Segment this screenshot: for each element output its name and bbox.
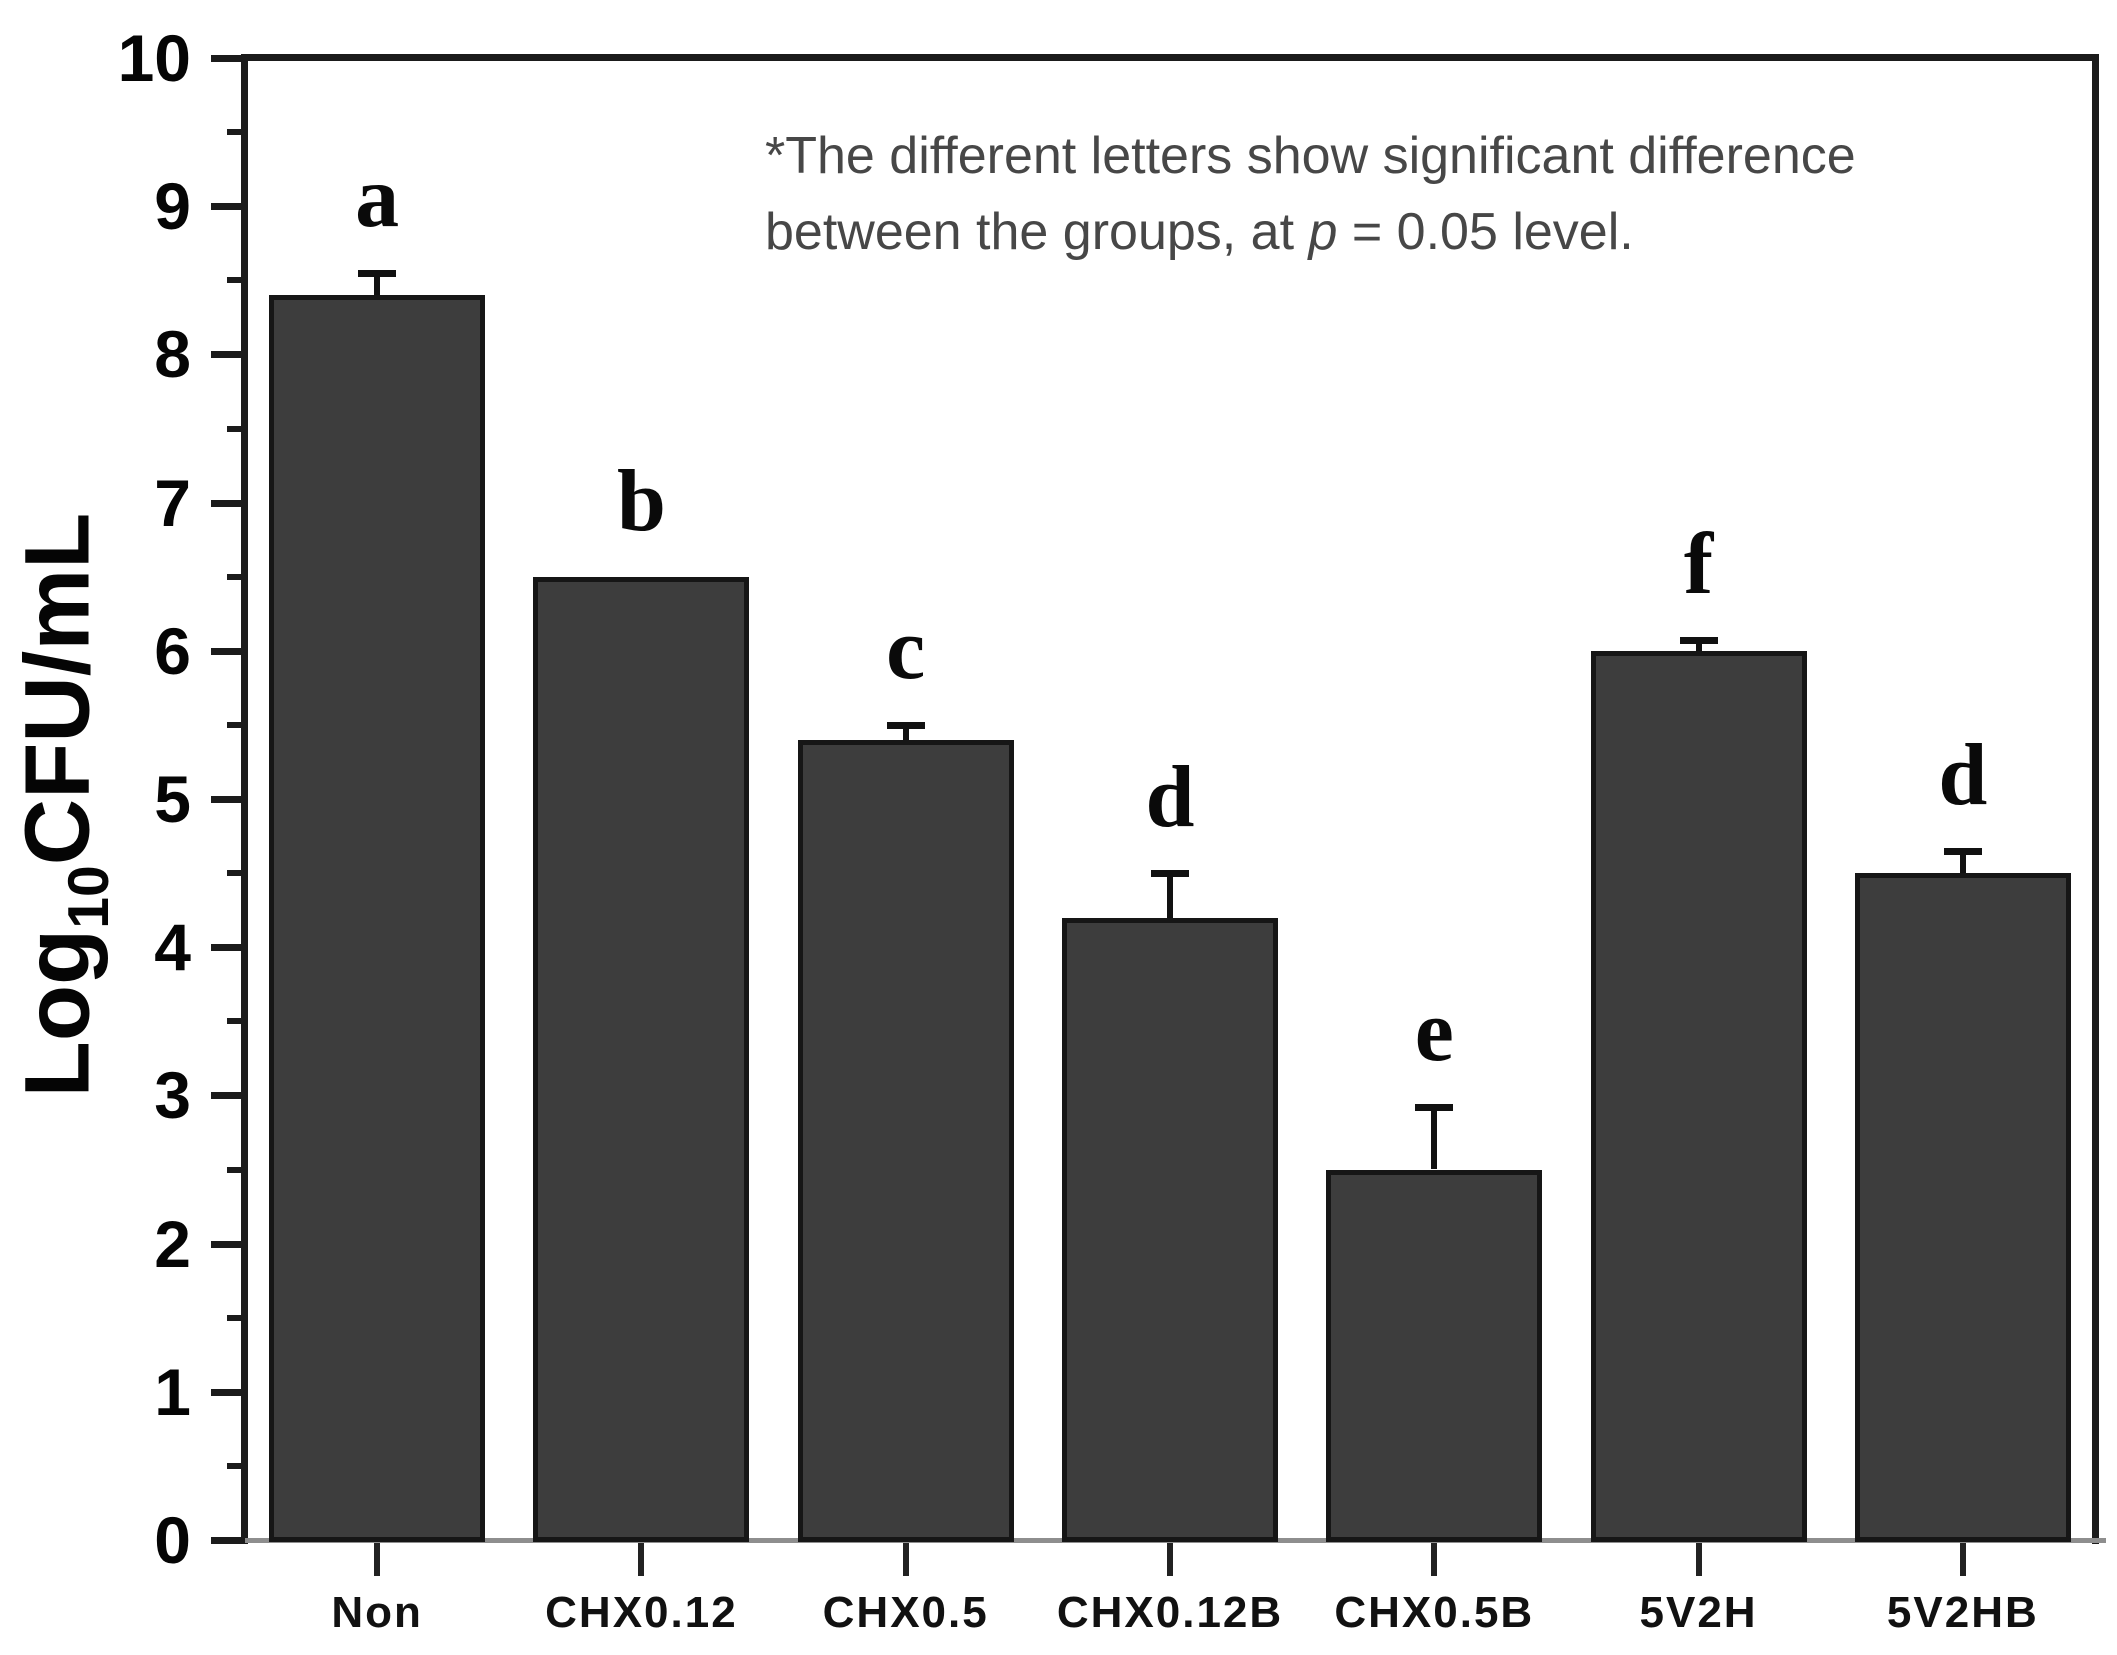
x-tick-label: CHX0.12B [1056, 1588, 1284, 1637]
bar [269, 295, 486, 1542]
error-bar-cap [1943, 847, 1982, 855]
y-major-tick [211, 499, 245, 507]
significance-note-line2-pre: between the groups, at [765, 203, 1309, 261]
y-major-tick [211, 1537, 245, 1544]
y-tick-label: 6 [154, 613, 191, 688]
y-minor-tick [227, 129, 245, 136]
significance-letter: d [1145, 749, 1195, 847]
x-tick [1431, 1543, 1438, 1576]
significance-note-line2: between the groups, at p = 0.05 level. [765, 194, 2105, 270]
y-major-tick [211, 1092, 245, 1100]
y-minor-tick [227, 721, 245, 728]
x-tick [374, 1543, 381, 1576]
y-minor-tick [227, 425, 245, 432]
x-tick [902, 1543, 909, 1576]
x-tick-label: 5V2H [1639, 1588, 1758, 1637]
y-axis-title: Log10CFU/mL [6, 512, 121, 1098]
significance-letter: d [1938, 726, 1988, 824]
bar [1854, 873, 2071, 1542]
significance-letter: b [616, 452, 666, 550]
error-bar-stem [902, 724, 909, 740]
significance-note-line1: *The different letters show significant … [765, 127, 1856, 185]
y-tick-label: 1 [154, 1354, 191, 1429]
bar [1326, 1169, 1543, 1542]
significance-letter: f [1683, 516, 1714, 614]
error-bar-stem [374, 272, 381, 296]
significance-note: *The different letters show significant … [765, 118, 2105, 270]
x-tick [1167, 1543, 1173, 1576]
y-tick-label: 7 [154, 465, 191, 540]
x-tick-label: Non [331, 1588, 423, 1637]
significance-letter: c [886, 600, 926, 698]
y-tick-label: 5 [154, 762, 191, 836]
y-major-tick [211, 647, 245, 655]
x-tick [1959, 1543, 1966, 1576]
y-minor-tick [227, 1166, 245, 1173]
y-minor-tick [227, 870, 245, 877]
y-axis-title-suffix: CFU/mL [6, 512, 109, 866]
y-tick-label: 8 [154, 317, 191, 392]
y-minor-tick [227, 1018, 245, 1025]
bar [1062, 917, 1278, 1542]
x-tick-label: CHX0.12 [545, 1588, 738, 1637]
y-tick-label: 3 [154, 1058, 191, 1133]
bar [533, 576, 750, 1542]
x-tick-label: CHX0.5 [822, 1588, 989, 1637]
error-bar-cap [886, 721, 925, 729]
error-bar-cap [1415, 1104, 1454, 1112]
error-bar-stem [1959, 850, 1966, 874]
y-major-tick [211, 944, 245, 952]
x-tick [1695, 1543, 1702, 1576]
y-major-tick [211, 351, 245, 359]
plot-right-border [2092, 54, 2099, 1544]
y-axis-title-subscript: 10 [56, 865, 121, 929]
y-major-tick [211, 1240, 245, 1248]
x-tick-label: CHX0.5B [1334, 1588, 1535, 1637]
y-major-tick [211, 55, 245, 62]
y-tick-label: 2 [154, 1206, 191, 1281]
significance-note-line2-post: = 0.05 level. [1337, 203, 1634, 261]
y-tick-label: 10 [117, 21, 191, 95]
y-axis-title-prefix: Log [6, 928, 109, 1098]
bar [797, 739, 1014, 1542]
error-bar-cap [1679, 637, 1718, 645]
y-minor-tick [227, 573, 245, 580]
significance-note-p-italic: p [1308, 203, 1338, 261]
error-bar-cap [358, 269, 397, 277]
y-major-tick [211, 203, 245, 211]
y-tick-label: 0 [154, 1503, 191, 1577]
bar [1590, 650, 1807, 1542]
y-major-tick [211, 1388, 245, 1396]
y-minor-tick [227, 277, 245, 284]
significance-letter: a [355, 148, 400, 246]
y-tick-label: 4 [154, 910, 191, 985]
error-bar-cap [1151, 870, 1189, 878]
y-minor-tick [227, 1462, 245, 1469]
error-bar-stem [1695, 640, 1702, 651]
error-bar-stem [1167, 873, 1173, 918]
plot-top-border [241, 54, 2099, 61]
x-tick-label: 5V2HB [1886, 1588, 2039, 1637]
x-tick [638, 1543, 645, 1576]
y-major-tick [211, 796, 245, 803]
y-minor-tick [227, 1314, 245, 1321]
y-tick-label: 9 [154, 169, 191, 244]
significance-letter: e [1414, 983, 1454, 1081]
error-bar-stem [1431, 1107, 1438, 1170]
